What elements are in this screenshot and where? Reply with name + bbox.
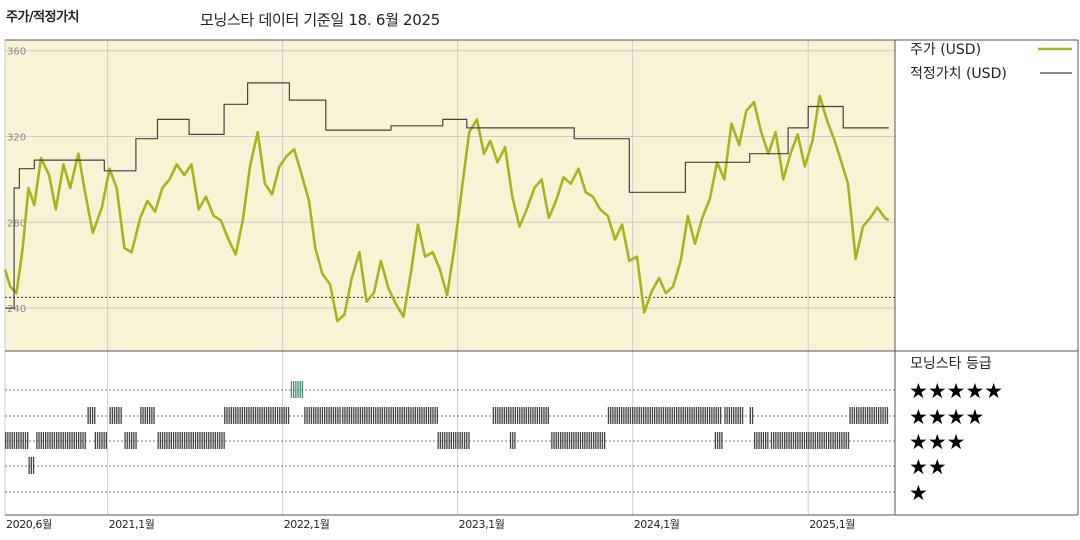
rating-period-bar [492,407,549,424]
y-tick-label: 320 [7,133,26,144]
rating-level-2-stars: ★★ [909,455,947,479]
x-tick-label: 2024,1월 [634,518,680,531]
rating-period-bar [87,407,96,424]
rating-period-bar [140,407,155,424]
x-tick-label: 2020,6월 [6,518,52,531]
legend-label-price: 주가 (USD) [910,42,981,58]
y-tick-label: 360 [7,47,26,58]
rating-period-bar [342,407,438,424]
rating-level-5-stars: ★★★★★ [909,379,1003,403]
rating-period-bar [724,407,744,424]
chart-header-left: 주가/적정가치 [6,10,80,25]
rating-period-bar [714,432,723,449]
rating-level-1-stars: ★ [909,481,928,505]
rating-period-bar [770,432,850,449]
rating-period-bar [607,407,722,424]
rating-period-bar [509,432,516,449]
rating-period-bar [224,407,290,424]
rating-period-bar [437,432,470,449]
price-series-line [3,94,890,323]
plot-background [5,40,895,351]
rating-period-bar [124,432,137,449]
chart-header-date: 모닝스타 데이터 기준일 18. 6월 2025 [200,11,441,29]
x-tick-label: 2023,1월 [459,518,505,531]
rating-period-bar [290,381,304,398]
rating-period-bar [849,407,889,424]
rating-level-3-stars: ★★★ [909,430,965,454]
x-tick-label: 2025,1월 [809,518,855,531]
rating-period-bar [94,432,107,449]
y-tick-label: 240 [7,304,26,315]
rating-period-bar [551,432,606,449]
rating-period-bar [304,407,341,424]
fair-value-series-line [5,82,889,309]
rating-period-bar [157,432,225,449]
x-tick-label: 2022,1월 [284,518,330,531]
y-tick-label: 280 [7,218,26,229]
rating-period-bar [5,432,29,449]
rating-period-bar [754,432,769,449]
rating-period-bar [109,407,122,424]
rating-period-bar [28,457,35,474]
rating-title: 모닝스타 등급 [910,356,992,372]
rating-period-bar [749,407,754,424]
legend-label-fair-value: 적정가치 (USD) [910,66,1007,82]
x-tick-label: 2021,1월 [109,518,155,531]
rating-level-4-stars: ★★★★ [909,405,984,429]
rating-period-bar [36,432,86,449]
